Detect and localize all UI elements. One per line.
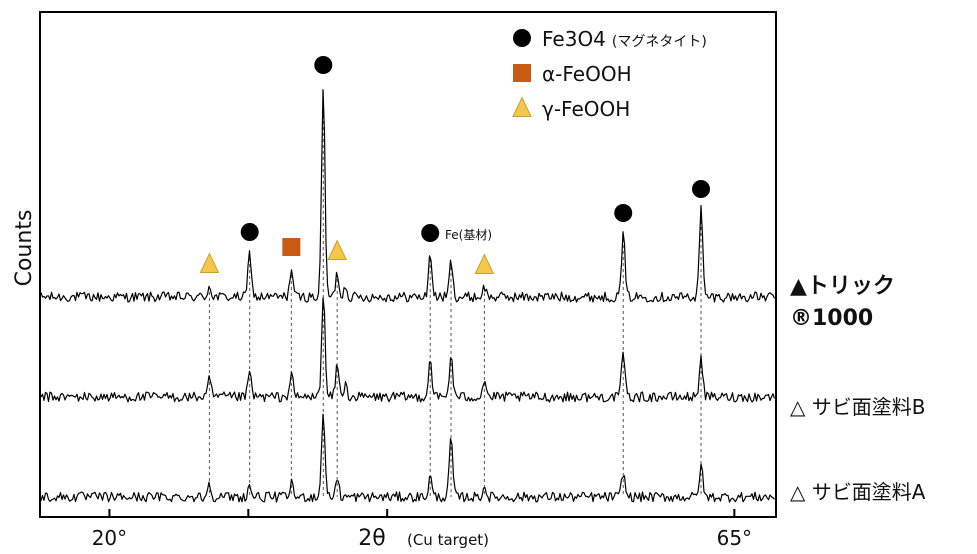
x-tick-label: 65° xyxy=(717,526,752,550)
x-axis: 20° 65° 2θ (Cu target) xyxy=(92,509,752,551)
peak-marker-circle xyxy=(692,180,711,198)
plot-frame xyxy=(39,11,777,518)
peak-marker-triangle xyxy=(199,252,220,274)
x-axis-label-note: (Cu target) xyxy=(407,531,489,549)
sample-labels: ▲トリック ®1000 △ サビ面塗料B △ サビ面塗料A xyxy=(790,274,926,504)
peak-marker-triangle xyxy=(327,239,347,261)
annotation-label: Fe(基材) xyxy=(445,228,492,242)
legend-label: Fe3O4 (マグネタイト) xyxy=(542,27,707,51)
series-group xyxy=(40,89,776,503)
peak-marker-triangle xyxy=(474,253,495,275)
series-line-3 xyxy=(40,413,775,503)
peak-markers xyxy=(199,56,711,275)
sample-label-line2: ®1000 xyxy=(790,306,873,331)
series-line-2 xyxy=(40,297,776,403)
peak-marker-circle xyxy=(614,204,633,222)
series-line-1 xyxy=(40,89,776,303)
peak-marker-circle xyxy=(240,223,259,241)
legend-marker-square xyxy=(513,64,531,82)
legend-label: α-FeOOH xyxy=(542,62,632,86)
legend-marker-triangle xyxy=(512,96,532,118)
annotations-group: Fe(基材) xyxy=(445,228,492,242)
peak-marker-circle xyxy=(314,56,333,74)
sample-label: △ サビ面塗料A xyxy=(790,480,926,504)
peak-marker-square xyxy=(282,238,301,256)
plot-frame-group: Counts xyxy=(12,11,777,518)
legend: Fe3O4 (マグネタイト) α-FeOOH γ-FeOOH xyxy=(512,27,707,121)
y-axis-label: Counts xyxy=(12,210,37,287)
peak-marker-circle xyxy=(421,224,440,242)
x-axis-label: 2θ xyxy=(358,526,385,551)
legend-marker-circle xyxy=(513,29,531,47)
x-tick-label: 20° xyxy=(92,526,127,550)
sample-label-line1: ▲トリック xyxy=(790,274,895,299)
legend-label: γ-FeOOH xyxy=(542,97,630,121)
sample-label: △ サビ面塗料B xyxy=(790,395,925,419)
